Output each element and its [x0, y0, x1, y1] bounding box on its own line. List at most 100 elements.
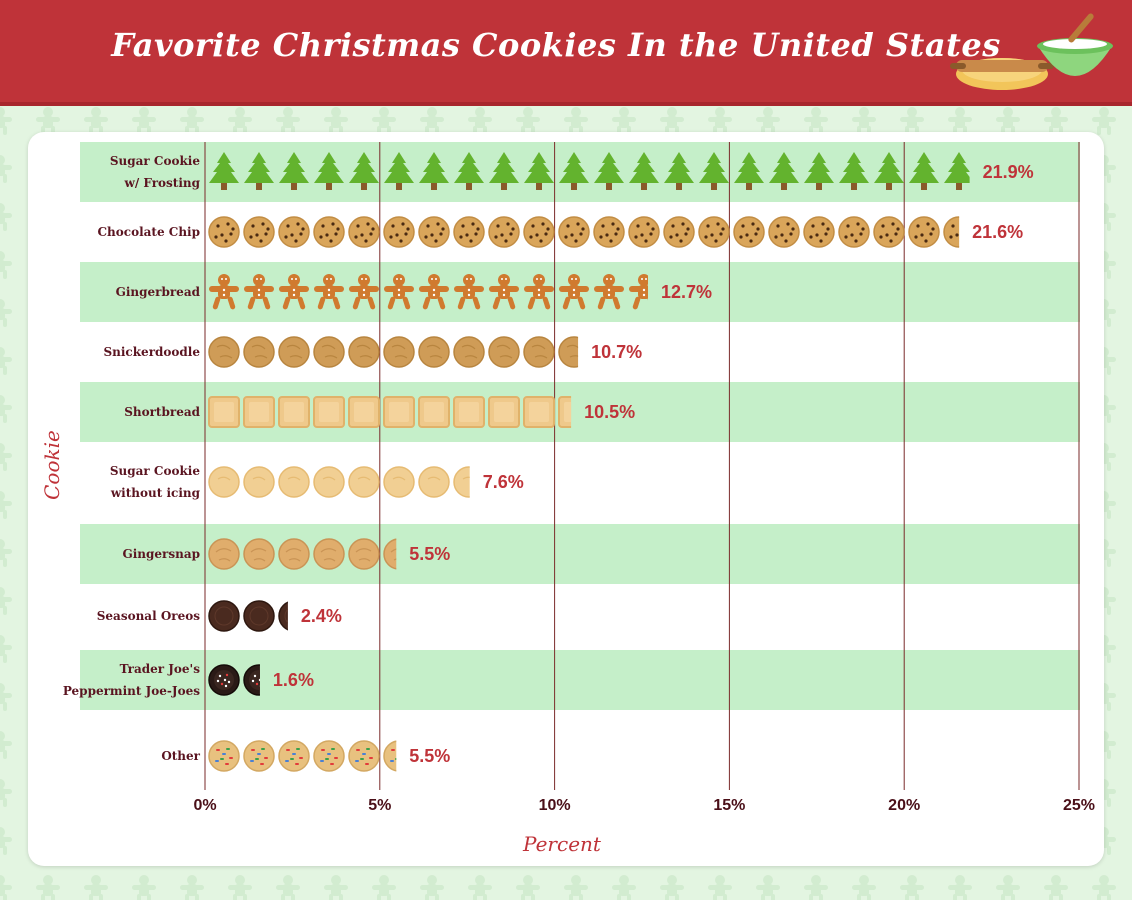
tree-icon	[314, 152, 344, 190]
x-tick-label: 5%	[368, 797, 391, 814]
tree-icon	[944, 152, 970, 190]
tree-icon	[594, 152, 624, 190]
gingersnap-icon	[313, 538, 345, 570]
shortbread-icon	[418, 396, 450, 428]
background-gingerbread-shape	[564, 107, 588, 135]
chocolate-chip-cookie-icon	[873, 216, 905, 248]
gingerbread-man-icon	[419, 274, 449, 310]
chocolate-chip-cookie-icon	[488, 216, 520, 248]
bar-7	[208, 600, 288, 632]
background-gingerbread-shape	[0, 539, 12, 567]
x-tick-label: 15%	[713, 797, 745, 814]
background-gingerbread-shape	[228, 107, 252, 135]
snickerdoodle-icon	[558, 336, 579, 368]
tree-icon	[699, 152, 729, 190]
value-label: 1.6%	[273, 670, 314, 690]
tree-icon	[419, 152, 449, 190]
chocolate-chip-cookie-icon	[243, 216, 275, 248]
background-gingerbread-shape	[0, 491, 12, 519]
oreo-icon	[278, 601, 288, 631]
tree-icon	[839, 152, 869, 190]
sprinkle-cookie-icon	[313, 740, 345, 772]
gingerbread-man-icon	[244, 274, 274, 310]
chocolate-chip-cookie-icon	[383, 216, 415, 248]
sugar-cookie-icon	[243, 466, 275, 498]
background-gingerbread-shape	[0, 107, 12, 135]
bar-2	[209, 274, 648, 310]
value-label: 10.7%	[591, 342, 642, 362]
icon-bars	[208, 152, 970, 772]
shortbread-icon	[488, 396, 520, 428]
x-tick-label: 20%	[888, 797, 920, 814]
category-label: Sugar Cookie without icing	[110, 464, 201, 500]
gingerbread-man-icon	[524, 274, 554, 310]
background-gingerbread-shape	[372, 107, 396, 135]
value-label: 7.6%	[483, 472, 524, 492]
chocolate-chip-cookie-icon	[803, 216, 835, 248]
bar-8	[208, 664, 260, 696]
background-gingerbread-shape	[1044, 107, 1068, 135]
tree-icon	[279, 152, 309, 190]
background-gingerbread-shape	[900, 107, 924, 135]
chocolate-chip-cookie-icon	[838, 216, 870, 248]
shortbread-icon	[208, 396, 240, 428]
shortbread-icon	[383, 396, 415, 428]
mixing-bowl-icon	[1037, 13, 1113, 76]
background-gingerbread-shape	[1092, 107, 1116, 135]
sprinkle-cookie-icon	[243, 740, 275, 772]
category-labels: Sugar Cookie w/ Frosting Chocolate Chip Gin…	[63, 154, 201, 763]
background-gingerbread-shape	[756, 107, 780, 135]
gingerbread-man-icon	[454, 274, 484, 310]
background-gingerbread-shape	[660, 875, 684, 900]
tree-icon	[769, 152, 799, 190]
chocolate-chip-cookie-icon	[768, 216, 800, 248]
snickerdoodle-icon	[243, 336, 275, 368]
background-gingerbread-shape	[0, 299, 12, 327]
category-label: Sugar Cookie w/ Frosting	[110, 154, 201, 190]
chocolate-chip-cookie-icon	[208, 216, 240, 248]
rolling-pin-icon	[950, 58, 1054, 90]
category-label: Gingerbread	[116, 285, 201, 299]
shortbread-icon	[523, 396, 555, 428]
background-gingerbread-shape	[0, 395, 12, 423]
chocolate-chip-cookie-icon	[453, 216, 485, 248]
sugar-cookie-icon	[278, 466, 310, 498]
bar-4	[208, 396, 572, 428]
snickerdoodle-icon	[208, 336, 240, 368]
category-label: Snickerdoodle	[103, 345, 200, 359]
value-labels: 21.9% 21.6% 12.7% 10.7% 10.5% 7.6% 5.5% 2.4% 1.6…	[273, 162, 1034, 766]
oreo-icon	[208, 600, 240, 632]
category-label: Trader Joe's Peppermint Joe-Joes	[63, 662, 200, 698]
tree-icon	[524, 152, 554, 190]
sprinkle-cookie-icon	[348, 740, 380, 772]
value-label: 5.5%	[409, 544, 450, 564]
tree-icon	[734, 152, 764, 190]
tree-icon	[664, 152, 694, 190]
shortbread-icon	[243, 396, 275, 428]
chocolate-chip-cookie-icon	[733, 216, 765, 248]
bar-6	[208, 538, 397, 570]
background-gingerbread-shape	[468, 875, 492, 900]
tree-icon	[909, 152, 939, 190]
background-gingerbread-shape	[0, 683, 12, 711]
snickerdoodle-icon	[313, 336, 345, 368]
chocolate-chip-cookie-icon	[908, 216, 940, 248]
pictograph-bar-chart: Sugar Cookie w/ Frosting Chocolate Chip Gin…	[40, 142, 1095, 856]
background-gingerbread-shape	[516, 875, 540, 900]
value-label: 2.4%	[301, 606, 342, 626]
background-gingerbread-shape	[276, 107, 300, 135]
background-gingerbread-shape	[996, 107, 1020, 135]
joe-joe-icon	[243, 664, 260, 696]
gingersnap-icon	[383, 538, 397, 570]
background-gingerbread-shape	[708, 107, 732, 135]
chart-card: Sugar Cookie w/ Frosting Chocolate Chip Gin…	[28, 132, 1104, 866]
background-gingerbread-shape	[36, 107, 60, 135]
bar-1	[208, 216, 960, 248]
sugar-cookie-icon	[208, 466, 240, 498]
background-gingerbread-shape	[0, 587, 12, 615]
sugar-cookie-icon	[453, 466, 470, 498]
background-gingerbread-shape	[420, 875, 444, 900]
baking-decoration	[950, 13, 1113, 90]
y-axis-title: Cookie	[40, 430, 64, 500]
background-gingerbread-shape	[0, 731, 12, 759]
